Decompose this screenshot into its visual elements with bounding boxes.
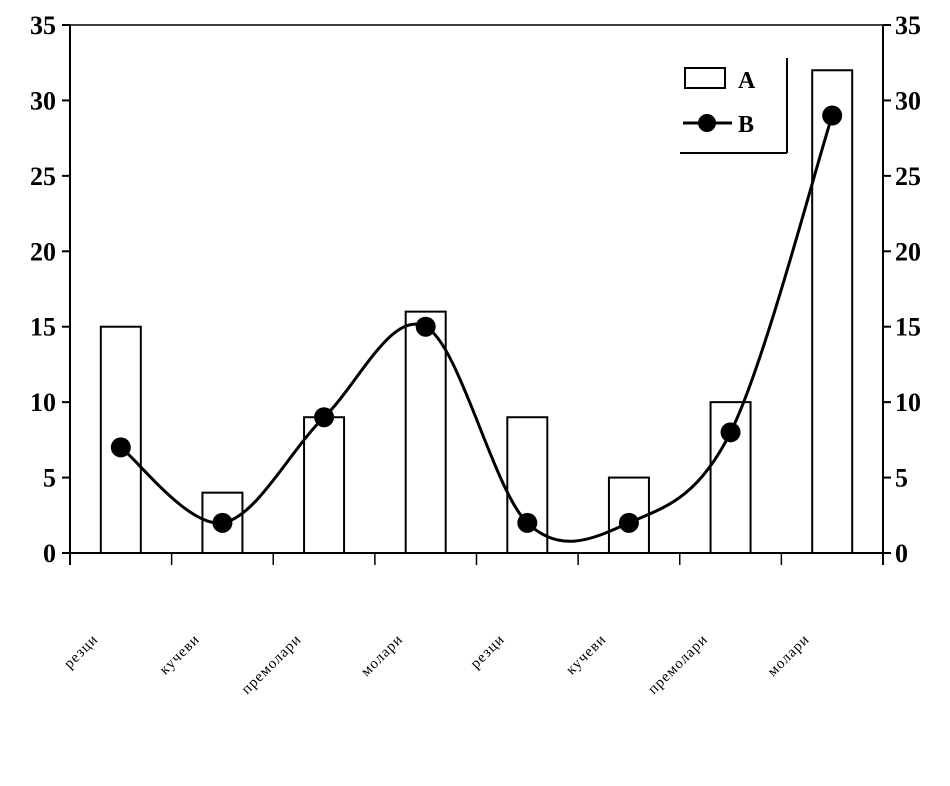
point-B bbox=[822, 105, 843, 126]
x-category-label: молари bbox=[358, 632, 406, 680]
bar-A bbox=[404, 310, 447, 554]
y-tick-label-left: 0 bbox=[43, 539, 56, 568]
y-tick-label-right: 15 bbox=[895, 313, 921, 342]
x-category-label: резци bbox=[468, 632, 509, 673]
y-tick-label-right: 0 bbox=[895, 539, 908, 568]
x-category-label: кучеви bbox=[563, 632, 610, 679]
y-tick-label-right: 35 bbox=[895, 11, 921, 40]
y-tick-label-left: 25 bbox=[30, 162, 56, 191]
legend-swatch-A bbox=[684, 67, 726, 89]
bar-A bbox=[811, 69, 854, 554]
bar-A bbox=[303, 416, 346, 554]
x-category-label: молари bbox=[765, 632, 813, 680]
legend-label-A: A bbox=[738, 68, 756, 94]
y-tick-label-right: 5 bbox=[895, 464, 908, 493]
point-B bbox=[110, 437, 131, 458]
line-layer bbox=[110, 105, 843, 543]
y-tick-label-right: 25 bbox=[895, 162, 921, 191]
y-tick-label-left: 5 bbox=[43, 464, 56, 493]
legend-label-B: B bbox=[738, 112, 754, 138]
bars-layer bbox=[99, 69, 854, 555]
point-B bbox=[314, 407, 335, 428]
x-category-label: премолари bbox=[645, 632, 711, 698]
point-B bbox=[415, 316, 436, 337]
y-tick-label-left: 10 bbox=[30, 388, 56, 417]
y-tick-label-right: 30 bbox=[895, 86, 921, 115]
axes-layer bbox=[62, 24, 891, 565]
y-tick-label-left: 30 bbox=[30, 86, 56, 115]
x-category-label: резци bbox=[61, 632, 102, 673]
legend-layer: AB bbox=[680, 58, 788, 154]
x-category-label: премолари bbox=[239, 632, 305, 698]
point-B bbox=[720, 422, 741, 443]
point-B bbox=[212, 512, 233, 533]
y-tick-label-left: 35 bbox=[30, 11, 56, 40]
point-B bbox=[517, 512, 538, 533]
y-tick-label-right: 20 bbox=[895, 237, 921, 266]
line-B bbox=[119, 115, 834, 543]
y-tick-label-left: 20 bbox=[30, 237, 56, 266]
legend-marker-B bbox=[698, 114, 716, 132]
y-tick-label-left: 15 bbox=[30, 313, 56, 342]
x-category-label: кучеви bbox=[157, 632, 204, 679]
y-tick-label-right: 10 bbox=[895, 388, 921, 417]
point-B bbox=[618, 512, 639, 533]
